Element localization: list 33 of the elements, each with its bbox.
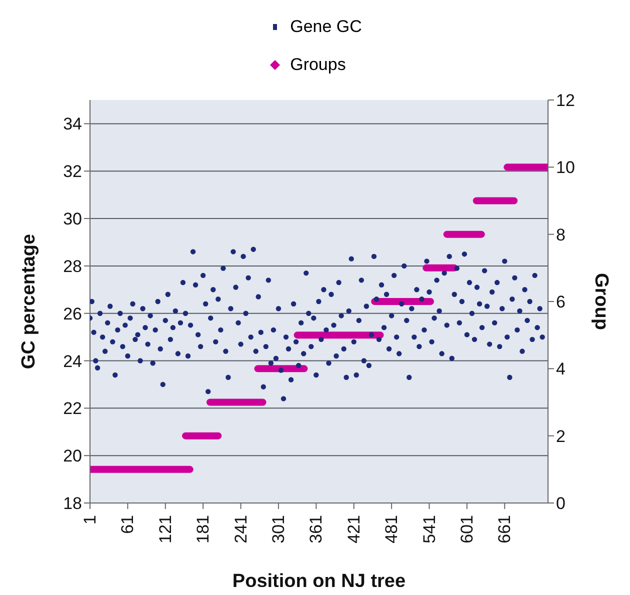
y-tick-label: 18 — [63, 494, 82, 514]
y-tick-label: 24 — [63, 352, 82, 371]
legend-label: Groups — [290, 55, 346, 75]
x-tick-label: 61 — [118, 515, 138, 534]
x-tick-label: 361 — [306, 515, 326, 544]
y-tick-label: 32 — [63, 162, 82, 182]
y-tick-label: 30 — [63, 210, 82, 229]
y2-tick-label: 2 — [556, 426, 566, 446]
x-tick-label: 541 — [420, 515, 439, 544]
x-tick-label: 481 — [382, 515, 402, 544]
y-axis-title: GC percentage — [18, 234, 40, 370]
y2-tick-label: 4 — [556, 360, 566, 379]
y2-tick-label: 0 — [556, 494, 566, 514]
y-tick-label: 22 — [63, 399, 82, 418]
x-tick-label: 421 — [344, 515, 364, 544]
y2-tick-label: 8 — [556, 225, 566, 244]
x-tick-label: 181 — [194, 515, 213, 544]
y2-tick-label: 10 — [556, 158, 575, 178]
y-tick-label: 26 — [63, 304, 82, 324]
y-tick-label: 34 — [63, 114, 82, 134]
y2-tick-label: 12 — [556, 91, 575, 110]
x-tick-label: 1 — [80, 515, 100, 524]
x-tick-label: 121 — [156, 515, 175, 544]
y2-tick-label: 6 — [556, 292, 566, 312]
legend-label: Gene GC — [290, 17, 362, 37]
x-axis-title: Position on NJ tree — [232, 571, 406, 592]
y-tick-label: 20 — [63, 446, 82, 466]
x-tick-label: 301 — [268, 515, 288, 544]
x-tick-label: 661 — [495, 515, 514, 544]
y-tick-label: 28 — [63, 256, 82, 276]
x-tick-label: 241 — [231, 515, 250, 544]
y2-axis-title: Group — [590, 273, 612, 330]
x-tick-label: 601 — [457, 515, 476, 544]
